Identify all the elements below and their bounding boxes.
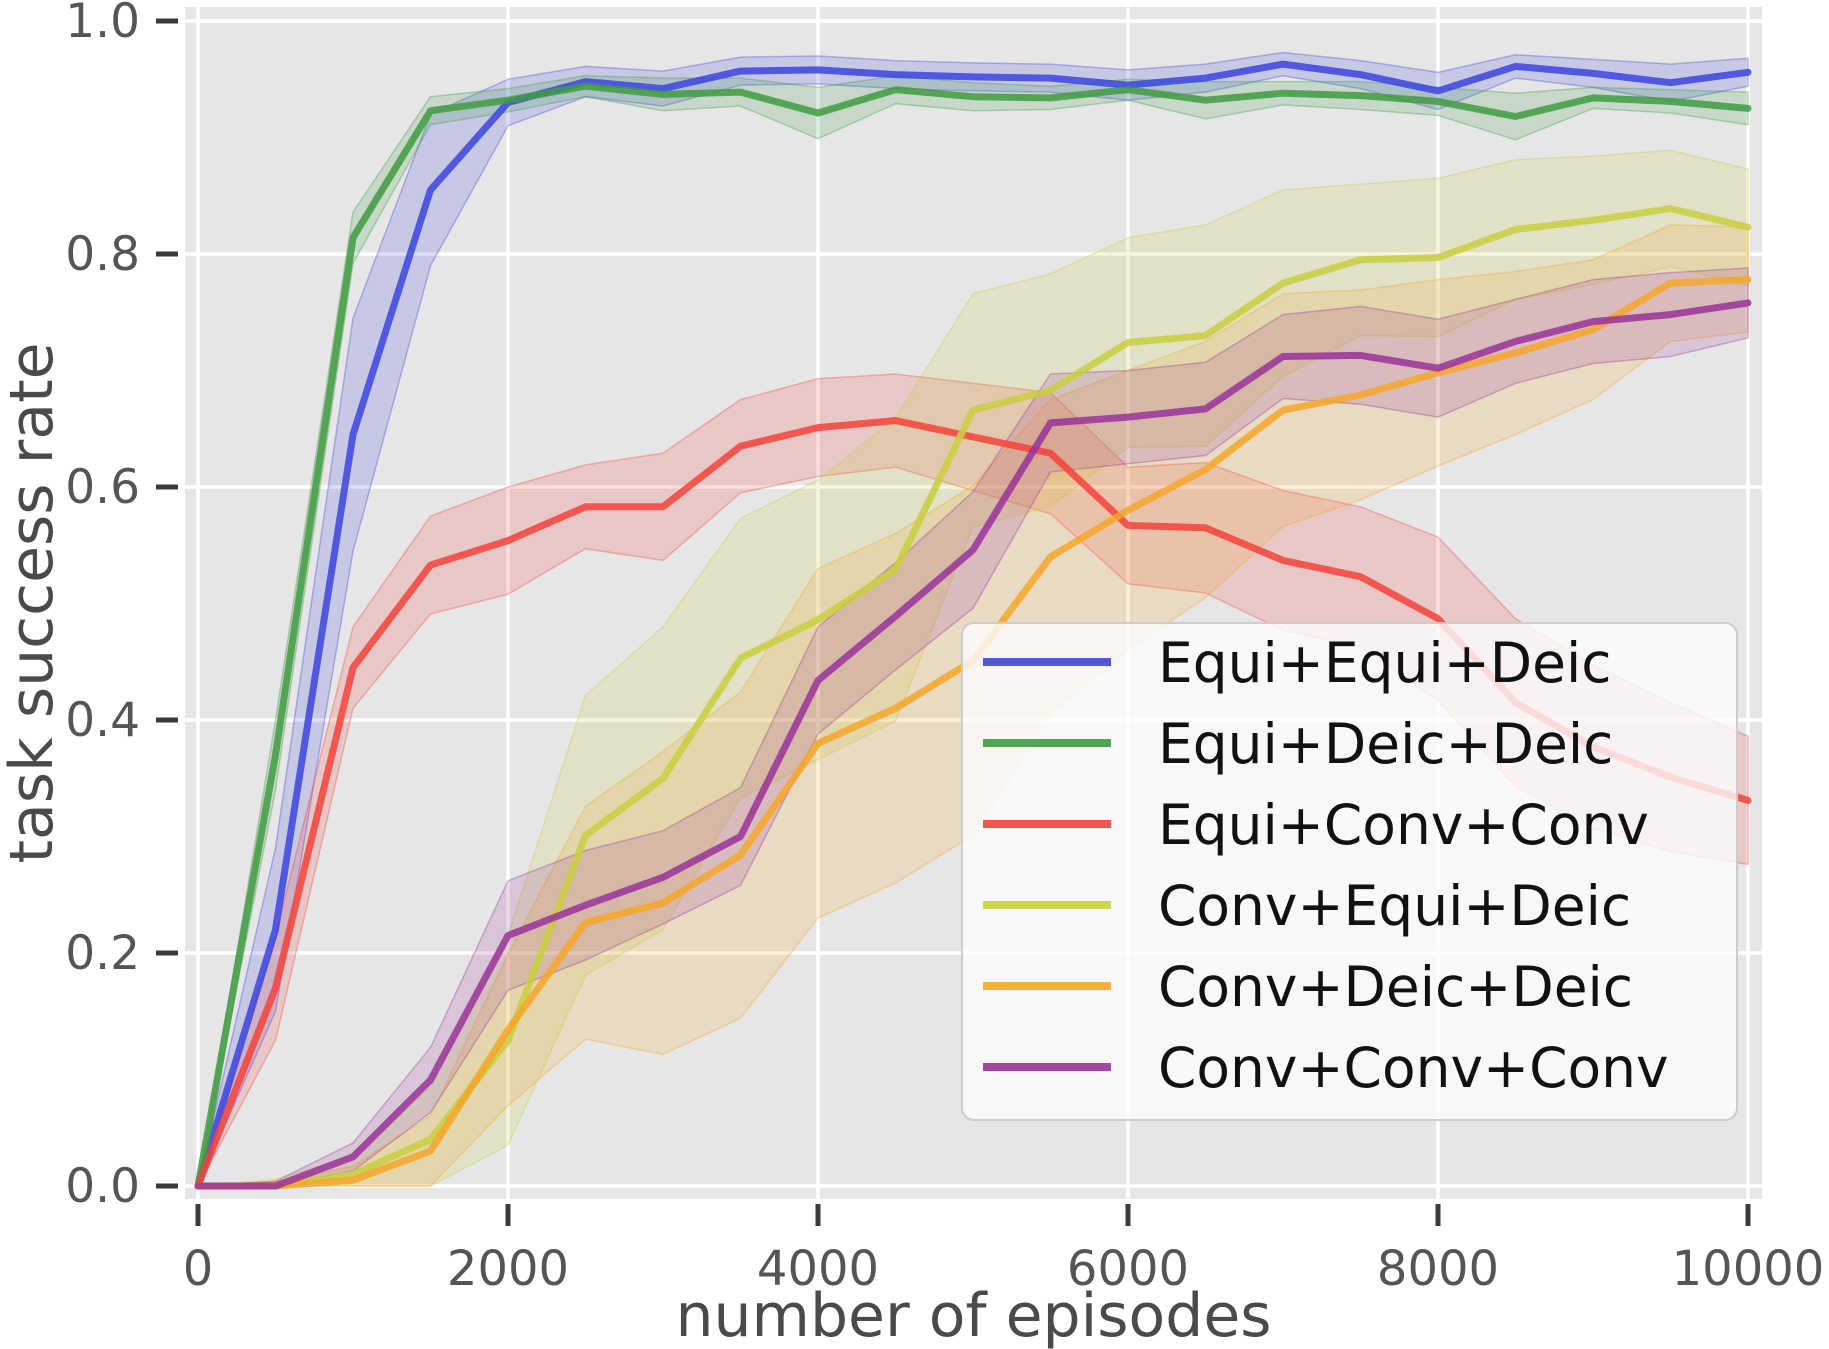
x-tick-label-4000: 4000 [757,1241,879,1297]
x-tick-label-10000: 10000 [1672,1241,1825,1297]
y-tick-label-1.0: 1.0 [65,0,140,49]
series-line-Equi+Deic+Deic [194,82,1752,1190]
legend-label-Conv+Equi+Deic: Conv+Equi+Deic [1158,874,1631,938]
y-tick-label-0.0: 0.0 [65,1159,140,1214]
legend-label-Equi+Conv+Conv: Equi+Conv+Conv [1158,793,1649,857]
y-tick-label-0.2: 0.2 [65,926,140,981]
y-tick-label-0.8: 0.8 [65,227,140,282]
y-axis-label: task success rate [0,342,67,863]
x-tick-label-0: 0 [183,1241,214,1297]
series-line-Equi+Equi+Deic [194,60,1752,1190]
legend-label-Equi+Equi+Deic: Equi+Equi+Deic [1158,631,1611,695]
y-tick-label-0.6: 0.6 [65,460,140,515]
legend-label-Equi+Deic+Deic: Equi+Deic+Deic [1158,712,1613,776]
y-tick-label-0.4: 0.4 [65,693,140,748]
legend [961,622,1738,1121]
legend-label-Conv+Conv+Conv: Conv+Conv+Conv [1158,1036,1669,1100]
x-tick-label-6000: 6000 [1067,1241,1189,1297]
series-line-Conv+Conv+Conv [194,299,1752,1190]
x-tick-label-2000: 2000 [447,1241,569,1297]
x-axis-label: number of episodes [675,1281,1271,1349]
x-tick-label-8000: 8000 [1377,1241,1499,1297]
legend-label-Conv+Deic+Deic: Conv+Deic+Deic [1158,955,1633,1019]
